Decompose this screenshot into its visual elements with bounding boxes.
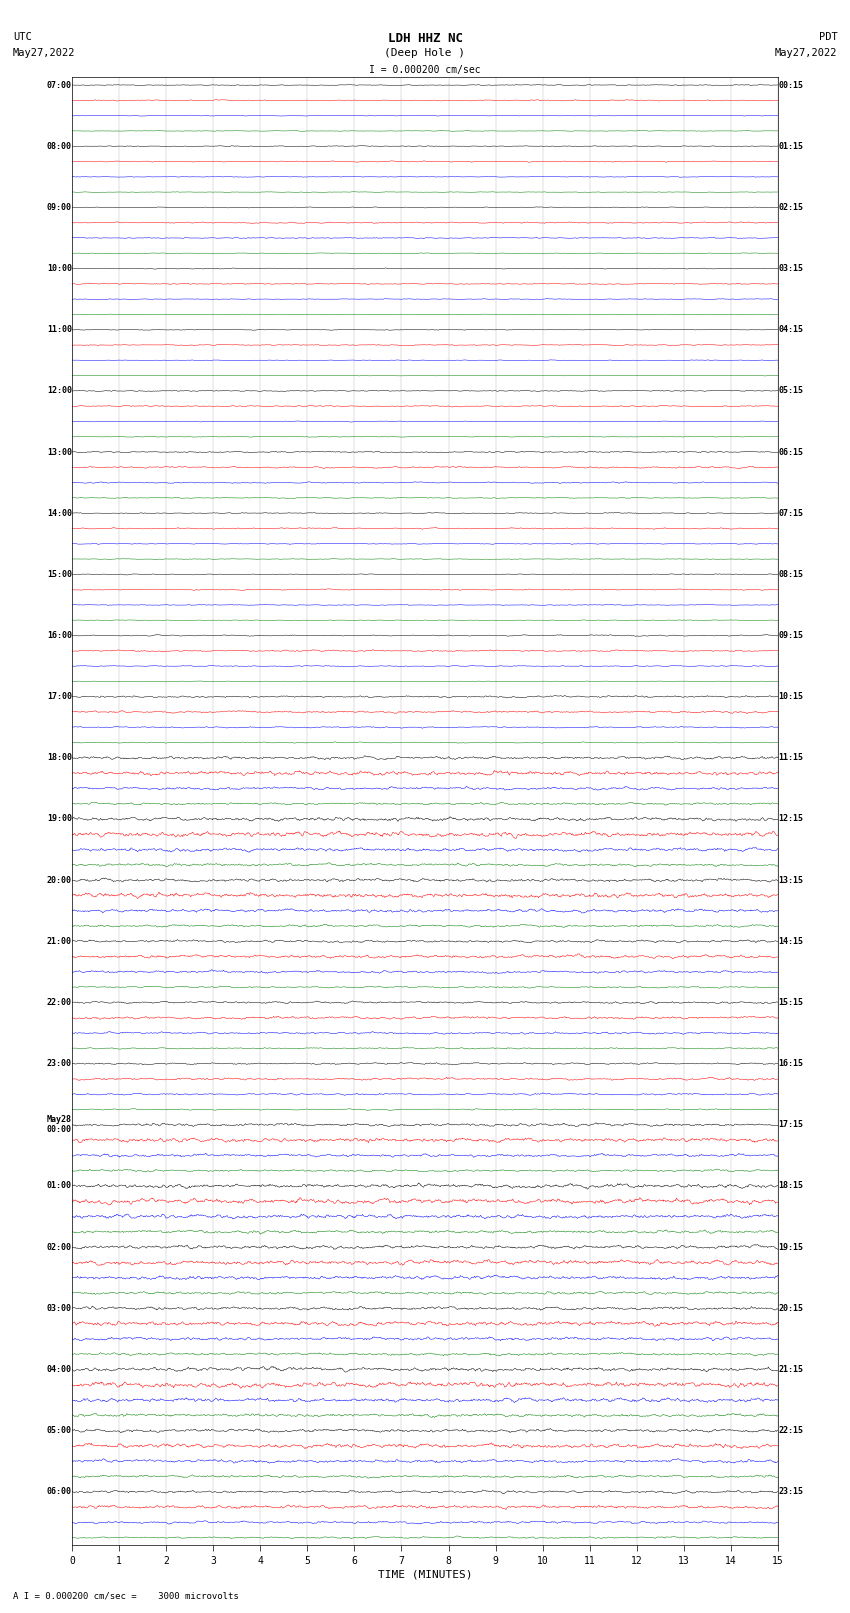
Text: LDH HHZ NC: LDH HHZ NC	[388, 32, 462, 45]
Text: 05:15: 05:15	[779, 387, 803, 395]
Text: 17:00: 17:00	[47, 692, 71, 702]
Text: 04:15: 04:15	[779, 326, 803, 334]
Text: 18:15: 18:15	[779, 1181, 803, 1190]
Text: 20:15: 20:15	[779, 1303, 803, 1313]
Text: 20:00: 20:00	[47, 876, 71, 884]
Text: May27,2022: May27,2022	[774, 48, 837, 58]
X-axis label: TIME (MINUTES): TIME (MINUTES)	[377, 1569, 473, 1579]
Text: 03:00: 03:00	[47, 1303, 71, 1313]
Text: 16:00: 16:00	[47, 631, 71, 640]
Text: May28
00:00: May28 00:00	[47, 1115, 71, 1134]
Text: 12:15: 12:15	[779, 815, 803, 824]
Text: 06:00: 06:00	[47, 1487, 71, 1497]
Text: 02:00: 02:00	[47, 1242, 71, 1252]
Text: (Deep Hole ): (Deep Hole )	[384, 48, 466, 58]
Text: 19:15: 19:15	[779, 1242, 803, 1252]
Text: 07:00: 07:00	[47, 81, 71, 90]
Text: 13:15: 13:15	[779, 876, 803, 884]
Text: 11:15: 11:15	[779, 753, 803, 763]
Text: 06:15: 06:15	[779, 447, 803, 456]
Text: 08:00: 08:00	[47, 142, 71, 150]
Text: 10:00: 10:00	[47, 265, 71, 273]
Text: 23:00: 23:00	[47, 1060, 71, 1068]
Text: 16:15: 16:15	[779, 1060, 803, 1068]
Text: UTC: UTC	[13, 32, 31, 42]
Text: 00:15: 00:15	[779, 81, 803, 90]
Text: 14:00: 14:00	[47, 508, 71, 518]
Text: 01:00: 01:00	[47, 1181, 71, 1190]
Text: I = 0.000200 cm/sec: I = 0.000200 cm/sec	[369, 65, 481, 74]
Text: 01:15: 01:15	[779, 142, 803, 150]
Text: May27,2022: May27,2022	[13, 48, 76, 58]
Text: 21:15: 21:15	[779, 1365, 803, 1374]
Text: 03:15: 03:15	[779, 265, 803, 273]
Text: 04:00: 04:00	[47, 1365, 71, 1374]
Text: 15:00: 15:00	[47, 569, 71, 579]
Text: 13:00: 13:00	[47, 447, 71, 456]
Text: 15:15: 15:15	[779, 998, 803, 1007]
Text: 14:15: 14:15	[779, 937, 803, 945]
Text: 07:15: 07:15	[779, 508, 803, 518]
Text: 17:15: 17:15	[779, 1121, 803, 1129]
Text: 12:00: 12:00	[47, 387, 71, 395]
Text: PDT: PDT	[819, 32, 837, 42]
Text: 22:15: 22:15	[779, 1426, 803, 1436]
Text: 09:00: 09:00	[47, 203, 71, 211]
Text: 02:15: 02:15	[779, 203, 803, 211]
Text: 22:00: 22:00	[47, 998, 71, 1007]
Text: 09:15: 09:15	[779, 631, 803, 640]
Text: 19:00: 19:00	[47, 815, 71, 824]
Text: 10:15: 10:15	[779, 692, 803, 702]
Text: 23:15: 23:15	[779, 1487, 803, 1497]
Text: A I = 0.000200 cm/sec =    3000 microvolts: A I = 0.000200 cm/sec = 3000 microvolts	[13, 1590, 239, 1600]
Text: 08:15: 08:15	[779, 569, 803, 579]
Text: 11:00: 11:00	[47, 326, 71, 334]
Text: 18:00: 18:00	[47, 753, 71, 763]
Text: 21:00: 21:00	[47, 937, 71, 945]
Text: 05:00: 05:00	[47, 1426, 71, 1436]
